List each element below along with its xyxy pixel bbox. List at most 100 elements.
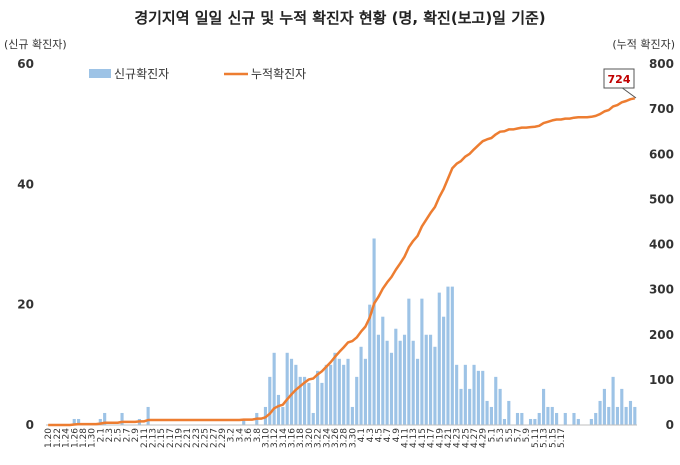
new-cases-bar [515,412,520,425]
new-cases-bar [77,418,81,425]
x-tick-label: 4.7 [383,428,393,442]
new-cases-bar [442,316,446,425]
x-tick-label: 2.11 [140,428,150,448]
x-tick-label: 2.29 [218,428,228,448]
x-tick-label: 5.1 [487,428,497,442]
x-tick-label: 3.16 [288,428,298,448]
right-axis-label: (누적 확진자) [612,38,675,51]
new-cases-bar [498,388,502,425]
new-cases-bar [359,346,363,425]
new-cases-bar [437,292,441,425]
right-tick-label: 600 [649,147,674,161]
legend: 신규확진자 누적확진자 [89,67,306,81]
new-cases-bar [289,358,294,425]
x-tick-label: 5.13 [540,428,550,448]
x-tick-label: 4.15 [418,428,428,448]
new-cases-bar [542,388,546,425]
x-tick-label: 4.5 [374,428,384,442]
x-tick-label: 4.9 [392,428,402,443]
new-cases-bar [481,370,485,425]
new-cases-bar [294,364,298,425]
new-cases-bar [615,406,620,425]
x-tick-label: 4.11 [401,428,411,448]
new-cases-bar [494,376,498,425]
right-tick-label: 400 [649,238,674,252]
new-cases-bar [411,340,415,425]
new-cases-bar [268,376,272,425]
x-tick-label: 3.28 [340,428,350,448]
x-tick-label: 2.19 [175,428,185,448]
new-cases-bar [363,358,367,425]
new-cases-bar [394,328,398,425]
legend-bar-swatch [89,69,111,78]
new-cases-bar [272,352,276,425]
new-cases-bar [563,412,567,425]
callout-leader [620,86,637,99]
new-cases-bar [281,406,285,425]
x-tick-label: 3.24 [322,428,332,448]
new-cases-bar [446,286,450,425]
new-cases-bar [633,406,637,425]
new-cases-bar [372,238,376,425]
x-tick-label: 2.25 [201,428,211,448]
x-tick-label: 2.7 [122,428,132,442]
new-cases-bar [594,412,598,425]
x-tick-label: 2.27 [209,428,219,448]
x-tick-label: 4.1 [357,428,367,442]
new-cases-bar [602,388,606,425]
new-cases-bar [329,364,333,425]
x-tick-label: 2.13 [148,428,158,448]
x-tick-label: 2.1 [96,428,106,442]
new-cases-bar [520,412,524,425]
new-cases-bar [103,412,107,425]
new-cases-bar [468,388,472,425]
new-cases-bar [355,376,359,425]
new-cases-bar [98,418,102,425]
left-tick-label: 20 [17,298,34,312]
x-tick-label: 3.22 [314,428,324,448]
x-tick-label: 1.26 [70,428,80,448]
new-cases-bar [346,358,350,425]
new-cases-bar [285,352,289,425]
x-tick-label: 3.6 [244,428,254,443]
x-tick-label: 4.27 [470,428,480,448]
new-cases-bar [368,304,372,425]
x-tick-label: 4.25 [461,428,471,448]
new-cases-bar [555,412,559,425]
x-tick-label: 4.23 [453,428,463,448]
x-tick-label: 2.9 [131,428,141,443]
new-cases-bar [502,418,507,425]
x-tick-label: 3.4 [235,428,245,443]
callout-box [603,68,635,89]
new-cases-bar [450,286,454,425]
x-tick-label: 5.15 [548,428,558,448]
x-tick-label: 5.5 [505,428,515,442]
new-cases-bar [589,418,593,425]
callout-value: 724 [608,73,631,86]
x-tick-label: 1.28 [79,428,89,448]
new-cases-bar [628,400,633,425]
x-tick-label: 4.29 [479,428,489,448]
x-tick-label: 2.15 [157,428,167,448]
x-tick-label: 1.24 [62,428,72,448]
new-cases-bar [337,358,341,425]
new-cases-bar [546,406,550,425]
new-cases-bar [303,376,307,425]
left-tick-label: 60 [17,57,34,71]
new-cases-bar [376,334,380,425]
new-cases-bar [324,364,328,425]
x-tick-label: 4.19 [435,428,445,448]
new-cases-bar [342,364,346,425]
x-tick-label: 3.14 [279,428,289,448]
right-tick-label: 100 [649,373,674,387]
new-cases-bar [402,334,407,425]
x-tick-label: 4.3 [366,428,376,442]
left-axis-ticks: 0 20 40 60 [17,57,34,432]
x-tick-label: 2.23 [192,428,202,448]
x-tick-label: 2.17 [166,428,176,448]
x-tick-label: 5.3 [496,428,506,442]
new-cases-bar [407,298,411,425]
new-cases-bar [420,298,424,425]
cumulative-line [48,97,636,427]
